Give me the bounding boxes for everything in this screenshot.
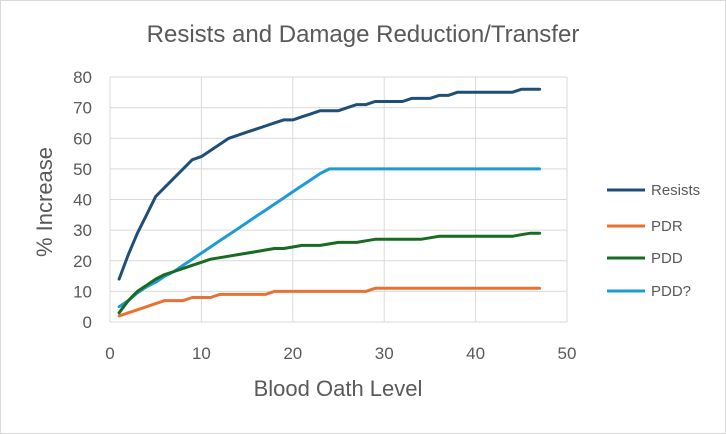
- y-tick-label: 0: [83, 313, 92, 332]
- x-axis-ticks: 0 10 20 30 40 50: [105, 344, 576, 363]
- y-tick-label: 30: [73, 221, 92, 240]
- y-tick-label: 70: [73, 99, 92, 118]
- series-line-pdd: [117, 167, 542, 309]
- y-axis-ticks: 0 10 20 30 40 50 60 70 80: [73, 68, 92, 332]
- x-axis-title: Blood Oath Level: [254, 376, 423, 401]
- series-line-resists: [117, 87, 542, 281]
- chart-title: Resists and Damage Reduction/Transfer: [147, 21, 580, 48]
- legend-label-resists: Resists: [651, 182, 700, 199]
- series-line-pdr: [117, 286, 542, 318]
- y-axis-title: % Increase: [32, 147, 57, 257]
- grid: [109, 76, 568, 323]
- x-tick-label: 40: [466, 344, 485, 363]
- x-tick-label: 0: [105, 344, 114, 363]
- series-layer: [117, 87, 542, 318]
- legend-label-pdd: PDD?: [651, 283, 691, 300]
- legend: Resists PDR PDD PDD?: [607, 182, 700, 300]
- y-tick-label: 20: [73, 252, 92, 271]
- series-line-pdd: [117, 231, 542, 315]
- y-tick-label: 80: [73, 68, 92, 87]
- y-tick-label: 50: [73, 160, 92, 179]
- y-tick-label: 40: [73, 191, 92, 210]
- y-tick-label: 60: [73, 129, 92, 148]
- x-tick-label: 50: [558, 344, 577, 363]
- x-tick-label: 20: [283, 344, 302, 363]
- x-tick-label: 30: [375, 344, 394, 363]
- y-tick-label: 10: [73, 282, 92, 301]
- x-tick-label: 10: [192, 344, 211, 363]
- legend-label-pdd: PDD: [651, 250, 683, 267]
- legend-label-pdr: PDR: [651, 218, 683, 235]
